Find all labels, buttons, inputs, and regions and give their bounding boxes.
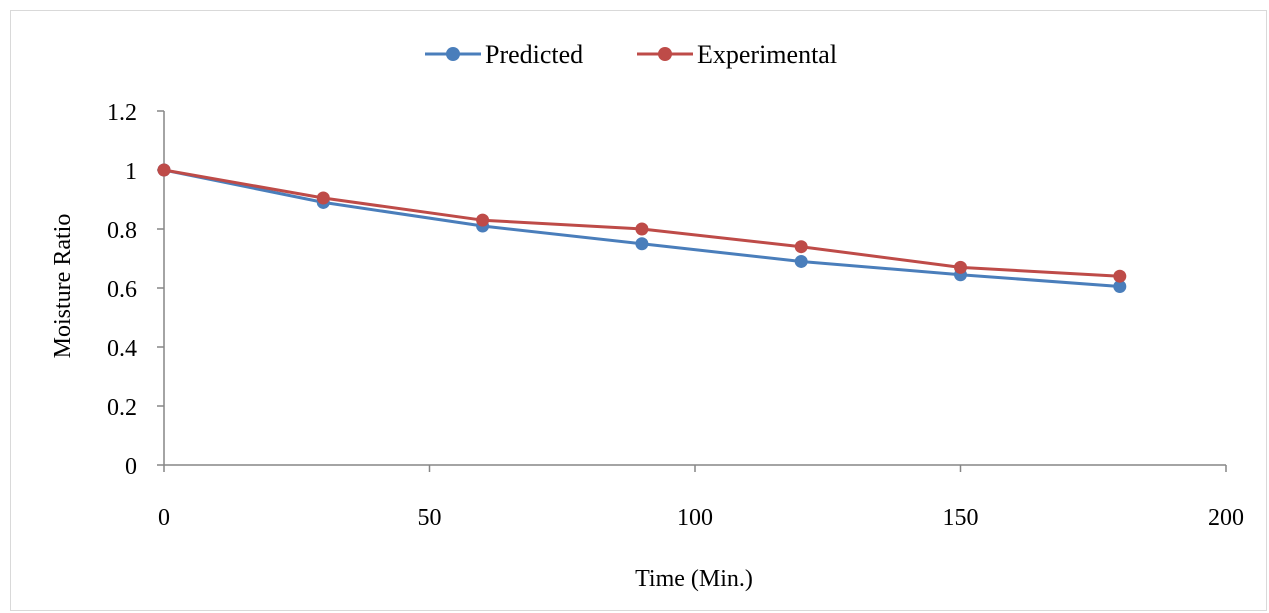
x-axis-ticks: 0 50 100 150 200 xyxy=(158,465,1244,531)
y-tick-label: 0.2 xyxy=(107,395,137,421)
y-tick-label: 1 xyxy=(125,159,137,185)
legend-label-experimental: Experimental xyxy=(697,40,837,69)
series-experimental xyxy=(157,163,1127,283)
data-point-experimental xyxy=(954,260,967,274)
data-point-predicted xyxy=(1113,280,1127,294)
data-point-experimental xyxy=(794,240,808,254)
x-axis-title: Time (Min.) xyxy=(635,566,753,592)
data-point-predicted xyxy=(794,254,808,268)
y-tick-label: 0.8 xyxy=(107,218,137,244)
series-layer xyxy=(157,163,1127,294)
y-tick-label: 0 xyxy=(125,454,137,480)
data-point-experimental xyxy=(476,213,490,227)
x-tick-label: 100 xyxy=(677,505,713,531)
axes xyxy=(163,111,1226,466)
y-tick-label: 0.6 xyxy=(107,277,137,303)
data-point-predicted xyxy=(635,237,649,251)
legend: Predicted Experimental xyxy=(425,40,837,69)
legend-entry-predicted: Predicted xyxy=(425,40,583,69)
y-tick-label: 0.4 xyxy=(107,336,137,362)
x-tick-label: 50 xyxy=(418,505,442,531)
legend-entry-experimental: Experimental xyxy=(637,40,837,69)
y-tick-label: 1.2 xyxy=(107,100,137,126)
chart-frame xyxy=(10,10,1267,611)
data-point-experimental xyxy=(157,163,171,177)
data-point-experimental xyxy=(635,222,649,236)
data-point-experimental xyxy=(316,191,330,205)
y-axis-ticks: 0 0.2 0.4 0.6 0.8 1 1.2 xyxy=(107,100,164,480)
data-point-experimental xyxy=(1113,269,1127,283)
legend-label-predicted: Predicted xyxy=(485,40,583,69)
x-tick-label: 200 xyxy=(1208,505,1244,531)
x-tick-label: 0 xyxy=(158,505,170,531)
legend-marker-predicted xyxy=(446,47,460,61)
y-axis-title: Moisture Ratio xyxy=(50,214,76,359)
legend-marker-experimental xyxy=(658,47,672,61)
x-tick-label: 150 xyxy=(943,505,979,531)
